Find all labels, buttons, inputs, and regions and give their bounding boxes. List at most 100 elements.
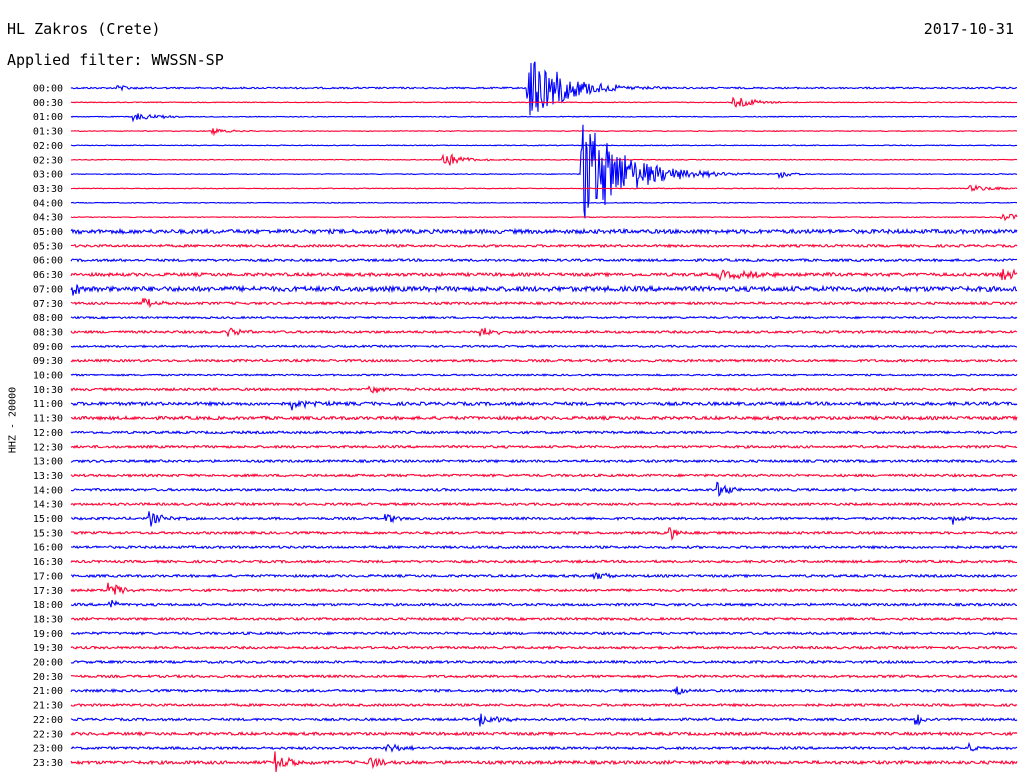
time-tick-label: 20:00 [33, 658, 63, 669]
time-tick-label: 18:30 [33, 614, 63, 625]
seismogram-trace [70, 527, 1018, 542]
seismogram-trace [70, 201, 1017, 204]
time-tick-label: 20:30 [33, 672, 63, 683]
time-tick-label: 19:30 [33, 643, 63, 654]
seismogram-trace [70, 713, 1018, 727]
time-tick-label: 12:00 [33, 428, 63, 439]
time-tick-label: 15:00 [33, 514, 63, 525]
time-tick-label: 16:30 [33, 557, 63, 568]
seismogram-trace [70, 458, 1018, 464]
time-tick-label: 04:00 [33, 198, 63, 209]
seismogram-trace [70, 686, 1018, 696]
time-tick-label: 08:30 [33, 327, 63, 338]
seismogram-trace [70, 730, 1018, 737]
seismogram-trace [70, 315, 1018, 320]
seismogram-trace [70, 284, 1018, 296]
time-tick-label: 11:00 [33, 399, 63, 410]
time-tick-label: 03:30 [33, 184, 63, 195]
seismogram-trace [70, 472, 1018, 478]
time-tick-label: 10:30 [33, 385, 63, 396]
seismogram-trace [70, 113, 1017, 123]
time-tick-label: 15:30 [33, 528, 63, 539]
seismogram-trace [70, 373, 1018, 377]
seismogram-trace [70, 572, 1018, 581]
seismogram-trace [70, 144, 1018, 147]
time-tick-label: 23:00 [33, 744, 63, 755]
seismogram-trace [70, 559, 1018, 564]
time-tick-label: 14:00 [33, 485, 63, 496]
time-tick-label: 19:00 [33, 629, 63, 640]
seismogram-trace [70, 227, 1018, 236]
time-tick-label: 12:30 [33, 442, 63, 453]
seismogram-trace [70, 297, 1018, 309]
seismogram-trace [70, 257, 1018, 263]
time-tick-label: 09:30 [33, 356, 63, 367]
seismogram-trace [70, 268, 1018, 282]
seismogram-trace [70, 741, 1018, 753]
time-tick-label: 13:30 [33, 471, 63, 482]
time-tick-label: 09:00 [33, 342, 63, 353]
seismogram-trace [70, 153, 1018, 166]
time-tick-label: 00:00 [33, 84, 63, 95]
station-title: HL Zakros (Crete) [7, 20, 161, 38]
time-tick-label: 05:00 [33, 227, 63, 238]
time-tick-label: 17:30 [33, 586, 63, 597]
time-tick-label: 10:00 [33, 371, 63, 382]
seismogram-trace [70, 327, 1018, 337]
seismogram-trace [70, 582, 1018, 595]
time-tick-label: 06:00 [33, 256, 63, 267]
seismogram-trace [70, 645, 1018, 651]
seismogram-trace [70, 213, 1018, 222]
time-tick-label: 05:30 [33, 241, 63, 252]
time-tick-label: 04:30 [33, 213, 63, 224]
seismogram-trace [70, 511, 1018, 527]
time-tick-label: 03:00 [33, 170, 63, 181]
time-tick-label: 21:30 [33, 701, 63, 712]
seismogram-trace [70, 544, 1018, 550]
seismogram-trace [70, 124, 1018, 219]
time-tick-label: 11:30 [33, 414, 63, 425]
time-tick-label: 02:30 [33, 155, 63, 166]
time-tick-label: 07:00 [33, 284, 63, 295]
time-tick-label: 08:00 [33, 313, 63, 324]
record-date: 2017-10-31 [923, 20, 1014, 38]
time-tick-label: 16:00 [33, 543, 63, 554]
seismogram-trace [70, 751, 1018, 773]
seismogram-trace [70, 344, 1018, 349]
time-tick-label: 02:00 [33, 141, 63, 152]
time-tick-label: 01:30 [33, 127, 63, 138]
time-tick-label: 22:30 [33, 729, 63, 740]
seismogram-trace [71, 481, 1017, 497]
seismogram-trace [70, 599, 1018, 608]
seismogram-trace [70, 184, 1018, 193]
seismogram-trace [70, 616, 1018, 622]
seismogram-trace [70, 501, 1018, 507]
seismogram-trace [70, 385, 1018, 394]
time-tick-label: 22:00 [33, 715, 63, 726]
seismogram-trace [70, 673, 1018, 679]
seismogram-trace [70, 659, 1018, 665]
seismogram-trace [70, 414, 1018, 422]
seismogram-trace [70, 243, 1018, 249]
time-tick-label: 14:30 [33, 500, 63, 511]
seismogram-trace [70, 61, 1017, 116]
seismogram-trace [70, 127, 1017, 137]
time-tick-label: 21:00 [33, 686, 63, 697]
time-tick-label: 17:00 [33, 571, 63, 582]
seismogram-trace [70, 358, 1018, 364]
seismogram-trace [70, 702, 1018, 708]
filter-label: Applied filter: WWSSN-SP [7, 51, 224, 69]
seismogram-trace [70, 430, 1018, 435]
seismogram-trace [70, 444, 1018, 450]
time-tick-label: 13:00 [33, 457, 63, 468]
time-tick-label: 07:30 [33, 299, 63, 310]
seismogram-trace [71, 630, 1018, 636]
seismogram-trace [70, 399, 1018, 411]
time-tick-label: 23:30 [33, 758, 63, 769]
time-tick-label: 00:30 [33, 98, 63, 109]
time-tick-label: 18:00 [33, 600, 63, 611]
time-tick-label: 06:30 [33, 270, 63, 281]
seismogram-trace [70, 96, 1018, 108]
time-tick-label: 01:00 [33, 112, 63, 123]
